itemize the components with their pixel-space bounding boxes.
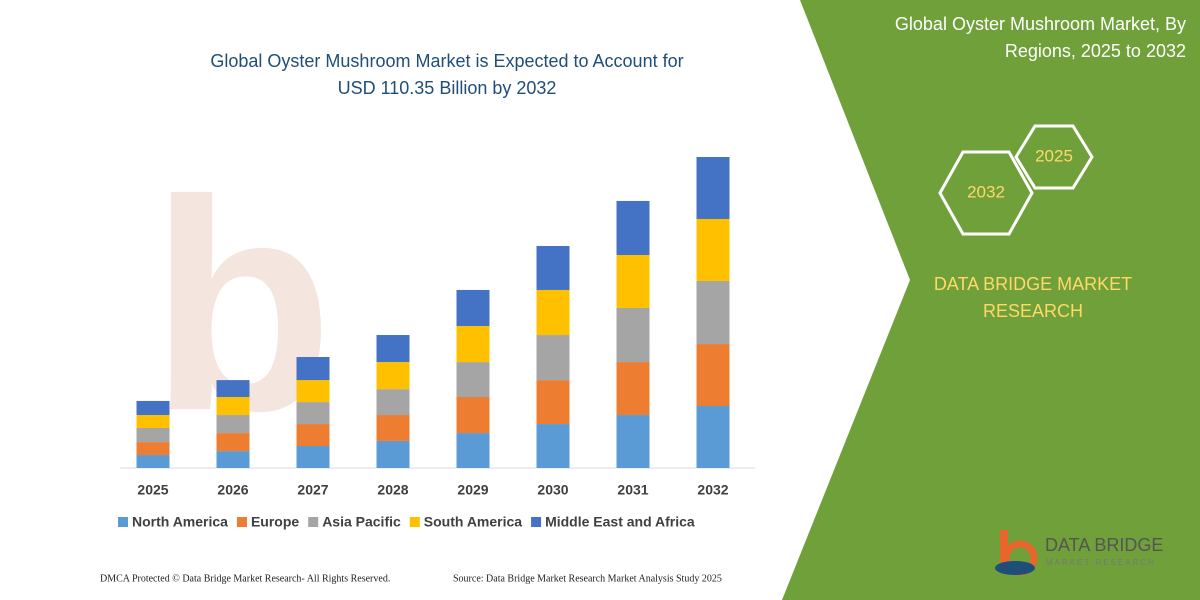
chart-title: USD 110.35 Billion by 2032 — [338, 78, 557, 98]
bar-segment — [456, 397, 490, 434]
bar-segment — [296, 446, 330, 468]
x-tick-label: 2032 — [697, 482, 728, 498]
bar-segment — [456, 433, 490, 468]
bar-segment — [136, 400, 170, 416]
x-tick-label: 2027 — [297, 482, 328, 498]
bar-segment — [376, 440, 410, 468]
logo: DATA BRIDGE MARKET RESEARCH — [995, 530, 1163, 576]
bar-segment — [536, 424, 570, 468]
bar-segment — [216, 451, 250, 468]
legend-label: Middle East and Africa — [545, 514, 695, 530]
bar-segment — [216, 397, 250, 416]
legend-label: North America — [132, 514, 228, 530]
logo-icon — [995, 561, 1035, 575]
bar-segment — [296, 380, 330, 403]
bar-segment — [616, 362, 650, 416]
bar-segment — [296, 402, 330, 425]
legend-label: South America — [424, 514, 522, 530]
bar-segment — [536, 335, 570, 381]
panel-title: Global Oyster Mushroom Market, By — [895, 14, 1186, 34]
bar-segment — [216, 433, 250, 452]
bar-segment — [536, 380, 570, 425]
bar-segment — [296, 357, 330, 381]
legend-label: Europe — [251, 514, 299, 530]
bar-segment — [456, 362, 490, 398]
hexagon — [938, 150, 1034, 236]
bar-segment — [216, 380, 250, 398]
x-tick-label: 2025 — [137, 482, 168, 498]
logo-tagline: MARKET RESEARCH — [1046, 558, 1156, 567]
bar-segment — [456, 326, 490, 363]
bar-segment — [536, 246, 570, 290]
bar-segment — [136, 415, 170, 428]
bar-segment — [376, 415, 410, 441]
panel-title: Regions, 2025 to 2032 — [1005, 41, 1186, 61]
chart-title: Global Oyster Mushroom Market is Expecte… — [210, 51, 683, 71]
footer-right: Source: Data Bridge Market Research Mark… — [453, 573, 722, 584]
bar-segment — [696, 157, 730, 219]
bar-segment — [616, 307, 650, 363]
bar-segment — [136, 455, 170, 468]
green-panel — [782, 0, 1200, 600]
bar-segment — [136, 442, 170, 456]
x-tick-label: 2026 — [217, 482, 248, 498]
legend-swatch — [409, 517, 420, 527]
bar-segment — [296, 424, 330, 447]
x-tick-label: 2029 — [457, 482, 488, 498]
bar-segment — [376, 389, 410, 416]
bar-segment — [696, 344, 730, 407]
hexagon-label: 2032 — [967, 182, 1005, 201]
legend-swatch — [531, 517, 542, 527]
x-tick-label: 2028 — [377, 482, 408, 498]
logo-icon — [1000, 530, 1008, 570]
legend-swatch — [308, 517, 319, 527]
bar-segment — [456, 289, 490, 327]
legend-swatch — [118, 517, 128, 527]
bar-segment — [376, 335, 410, 363]
bar-segment — [136, 427, 170, 443]
legend-swatch — [236, 517, 247, 527]
legend-label: Asia Pacific — [322, 514, 401, 530]
logo-name: DATA BRIDGE — [1045, 535, 1163, 555]
bar-segment — [216, 415, 250, 434]
x-tick-label: 2031 — [617, 482, 648, 498]
bar-segment — [376, 362, 410, 390]
bar-segment — [696, 218, 730, 281]
bar-segment — [696, 406, 730, 468]
bar-segment — [616, 415, 650, 468]
bar-segment — [696, 280, 730, 345]
brand-text: RESEARCH — [983, 301, 1083, 321]
x-tick-label: 2030 — [537, 482, 568, 498]
hexagon — [1014, 124, 1094, 190]
bar-segment — [616, 200, 650, 256]
footer-left: DMCA Protected © Data Bridge Market Rese… — [100, 573, 390, 584]
bar-segment — [536, 289, 570, 336]
bar-segment — [616, 255, 650, 308]
hexagon-label: 2025 — [1035, 146, 1073, 165]
brand-text: DATA BRIDGE MARKET — [934, 274, 1132, 294]
